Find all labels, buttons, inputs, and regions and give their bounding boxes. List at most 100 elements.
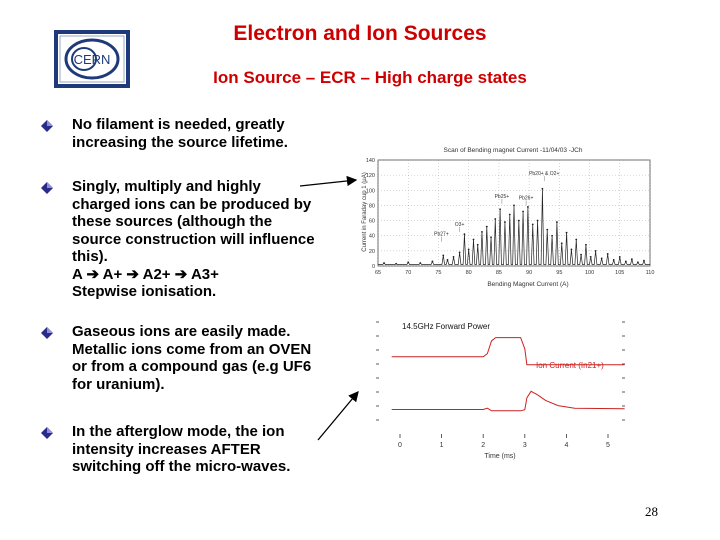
spectrum-peak [458, 251, 461, 254]
ion-current-trace [391, 390, 625, 412]
spectrum-peak [624, 260, 627, 263]
spectrum-peak [560, 242, 563, 245]
arrow-right-icon: ➔ [126, 265, 139, 283]
x-axis-label: Time (ms) [484, 453, 515, 460]
peak-annotation: Pb20+ & O2+ [529, 171, 559, 177]
spectrum-peak [606, 252, 609, 255]
spectrum-peak [452, 256, 455, 258]
forward-power-trace [391, 337, 625, 366]
legend-ion-current: Ion Current (In21+) [536, 361, 604, 370]
arrow-right-icon: ➔ [174, 265, 188, 283]
spectrum-peak [556, 221, 558, 223]
x-tick-label: 2 [481, 442, 485, 449]
logo-text: CERN [74, 52, 111, 67]
x-tick-label: 4 [564, 442, 568, 449]
ionisation-sequence: A ➔ A+ ➔ A2+ ➔ A3+ [72, 265, 219, 283]
peak-annotation: Pb27+ [434, 232, 449, 238]
bullet-filament: No filament is needed, greatly increasin… [72, 116, 288, 151]
spectrum-peak [494, 218, 497, 220]
spectrum-peak [522, 210, 524, 213]
page-number: 28 [645, 504, 658, 519]
spectrum-peak [513, 204, 515, 207]
x-tick-label: 5 [606, 442, 610, 449]
x-tick-label: 95 [556, 270, 562, 276]
x-tick-label: 70 [405, 270, 411, 276]
spectrum-peak [383, 262, 385, 264]
y-tick-label: 100 [366, 188, 375, 194]
spectrum-peak [446, 259, 449, 261]
x-tick-label: 65 [375, 270, 381, 276]
spectrum-peak [504, 221, 506, 223]
spectrum-peak [585, 243, 587, 246]
spectrum-peak [531, 223, 534, 226]
magnet-scan-chart: Scan of Bending magnet Current -11/04/03… [362, 147, 655, 288]
spectrum-peak [407, 261, 410, 264]
chart-title: Scan of Bending magnet Current -11/04/03… [444, 147, 583, 154]
bullet-diamond-icon [41, 182, 53, 194]
spectrum-peak [419, 262, 422, 264]
spectrum-peak [594, 249, 597, 252]
spectrum-peak [600, 257, 603, 260]
spectrum-peak [490, 236, 492, 239]
spectrum-peak [472, 238, 475, 241]
spectrum-peak [508, 213, 511, 216]
x-tick-label: 3 [523, 442, 527, 449]
spectrum-peak [565, 231, 568, 234]
spectrum-peak [580, 253, 582, 256]
spectrum-peak [476, 243, 479, 246]
legend-forward-power: 14.5GHz Forward Power [402, 322, 490, 331]
x-tick-label: 105 [615, 270, 624, 276]
spectrum-peak [431, 260, 434, 263]
spectrum-peak [589, 256, 592, 258]
x-tick-label: 110 [646, 270, 655, 276]
peak-annotation: Pb25+ [495, 194, 510, 200]
y-tick-label: 80 [369, 203, 375, 209]
slide-title: Electron and Ion Sources [233, 22, 487, 45]
x-axis-label: Bending Magnet Current (A) [487, 281, 568, 288]
spectrum-peak [499, 208, 501, 211]
x-tick-label: 1 [440, 442, 444, 449]
spectrum-peak [463, 233, 466, 236]
spectrum-peak [546, 228, 549, 231]
x-tick-label: 100 [585, 270, 594, 276]
peak-annotation: Pb26+ [519, 195, 534, 201]
x-tick-label: 0 [398, 442, 402, 449]
x-tick-label: 75 [435, 270, 441, 276]
spectrum-peak [517, 219, 520, 222]
y-tick-label: 120 [366, 173, 375, 179]
bullet-charge-states: Singly, multiply and highly charged ions… [72, 178, 342, 301]
arrow-to-spectrum [299, 175, 358, 187]
y-tick-label: 60 [369, 219, 375, 225]
arrow-right-icon: ➔ [86, 265, 100, 283]
y-axis-label: Current in Faraday cup 1 (µA) [362, 172, 368, 252]
spectrum-peak [570, 248, 573, 251]
spectrum-peak [612, 259, 615, 261]
spectrum-peak [618, 256, 621, 258]
cern-logo-icon: CERN [54, 30, 130, 88]
spectrum-line [378, 188, 650, 265]
spectrum-peak [395, 262, 398, 265]
bullet-diamond-icon [41, 427, 53, 439]
x-tick-label: 90 [526, 270, 532, 276]
peak-annotation: O3+ [455, 222, 465, 228]
spectrum-peak [551, 234, 553, 237]
spectrum-peak [637, 261, 639, 264]
spectrum-peak [527, 206, 529, 208]
spectrum-peak [467, 248, 470, 251]
arrow-to-afterglow [317, 391, 359, 441]
x-tick-label: 80 [466, 270, 472, 276]
slide-subtitle: Ion Source – ECR – High charge states [213, 68, 527, 87]
spectrum-peak [485, 225, 488, 228]
bullet-diamond-icon [41, 120, 53, 132]
afterglow-chart: 14.5GHz Forward Power Ion Current (In21+… [376, 321, 625, 460]
spectrum-peak [442, 254, 445, 257]
spectrum-peak [541, 187, 544, 190]
spectrum-peak [536, 219, 539, 222]
bullet-diamond-icon [41, 327, 53, 339]
y-tick-label: 20 [369, 249, 375, 255]
spectrum-peak [481, 231, 483, 233]
spectrum-peak [643, 259, 645, 262]
y-tick-label: 0 [372, 264, 375, 270]
x-tick-label: 85 [496, 270, 502, 276]
